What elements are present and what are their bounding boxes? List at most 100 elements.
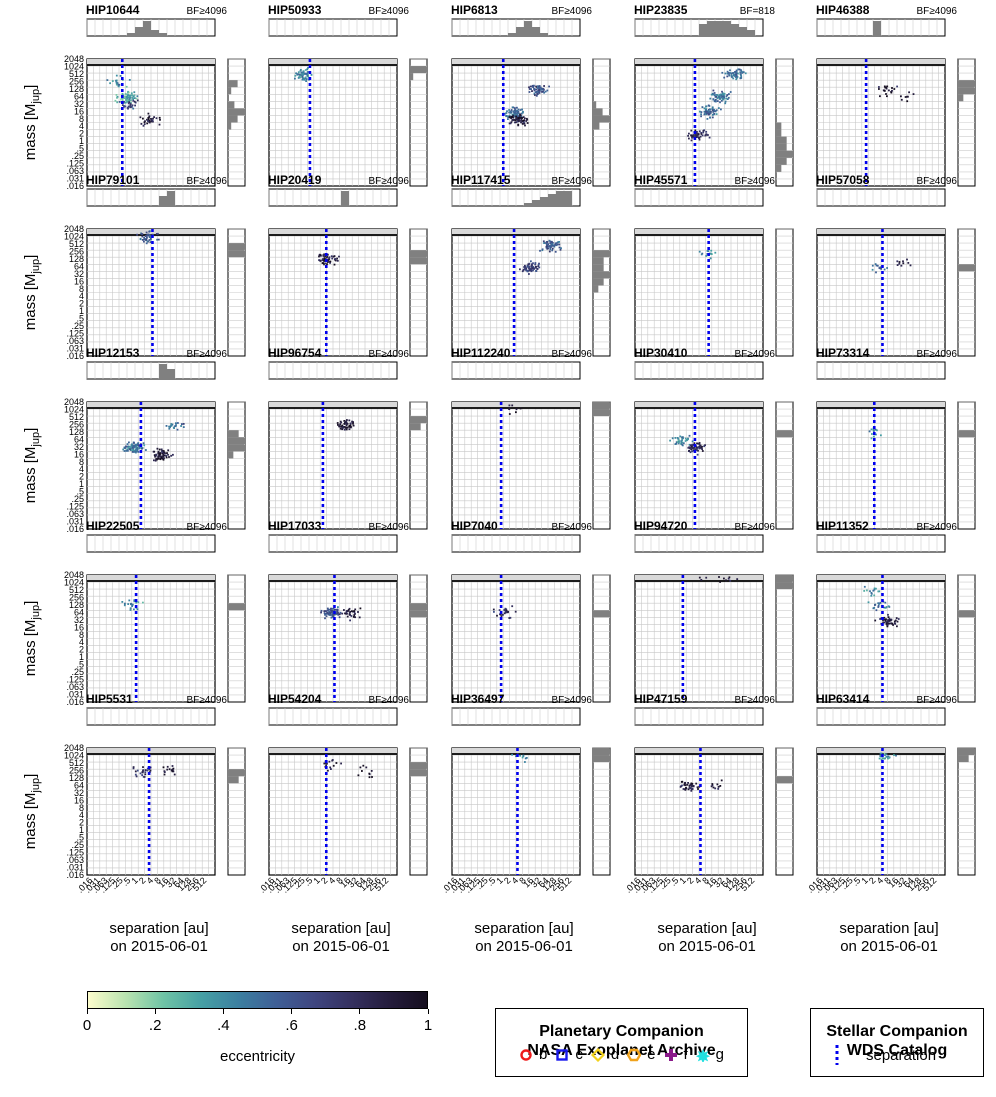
posterior-sample xyxy=(688,450,690,452)
posterior-sample xyxy=(162,766,165,769)
posterior-sample xyxy=(718,576,720,578)
separation-hist-bar xyxy=(159,196,167,206)
posterior-sample xyxy=(546,89,549,92)
posterior-sample xyxy=(735,73,737,76)
mass-hist-bar xyxy=(776,575,792,583)
posterior-sample xyxy=(520,119,522,122)
posterior-sample xyxy=(529,268,531,271)
y-axis-label-sub: jup xyxy=(30,432,42,448)
posterior-sample xyxy=(124,602,126,605)
posterior-sample xyxy=(116,96,118,99)
posterior-sample xyxy=(163,773,166,776)
y-tick-label: 4 xyxy=(79,121,84,131)
posterior-sample xyxy=(127,603,130,605)
stellar-mass-band xyxy=(817,59,945,65)
posterior-sample xyxy=(689,787,691,789)
posterior-sample xyxy=(709,257,712,260)
panel-title: HIP20419 xyxy=(268,173,322,187)
mass-hist-bar xyxy=(593,115,609,123)
panel-HIP7040: HIP7040 BF≥4096 xyxy=(451,519,611,703)
posterior-sample xyxy=(517,110,520,113)
mass-hist-bar xyxy=(593,409,609,417)
panel-HIP5531: HIP5531 BF≥409620481024512256128643216842… xyxy=(22,692,246,955)
posterior-sample xyxy=(724,72,727,75)
x-tick-label: 8 xyxy=(334,875,345,886)
y-tick-label: 1024 xyxy=(64,577,84,587)
posterior-sample xyxy=(719,93,722,96)
posterior-sample xyxy=(149,237,152,240)
posterior-sample xyxy=(735,75,738,77)
posterior-sample xyxy=(530,270,533,273)
posterior-sample xyxy=(128,91,131,94)
x-tick-label: 8 xyxy=(517,875,528,886)
posterior-sample xyxy=(157,238,160,241)
panel-HIP117415: HIP117415 BF≥4096 xyxy=(451,173,611,357)
y-tick-label: .25 xyxy=(71,667,84,677)
stellar-mass-band xyxy=(452,59,580,65)
posterior-sample xyxy=(896,620,899,623)
posterior-sample xyxy=(158,448,161,451)
posterior-sample xyxy=(906,100,909,103)
y-tick-label: 16 xyxy=(74,276,84,286)
y-tick-label: .031 xyxy=(66,863,84,873)
y-axis-label-sub: jup xyxy=(30,605,42,621)
mass-hist-bar xyxy=(410,610,426,618)
posterior-sample xyxy=(328,611,330,613)
posterior-sample xyxy=(720,96,722,99)
posterior-sample xyxy=(350,615,353,617)
posterior-sample xyxy=(714,787,717,790)
posterior-sample xyxy=(723,76,726,79)
panel-title: HIP57058 xyxy=(816,173,870,187)
posterior-sample xyxy=(556,243,559,246)
posterior-sample xyxy=(306,73,309,75)
panel-title: HIP12153 xyxy=(86,346,140,360)
posterior-sample xyxy=(131,449,133,451)
posterior-sample xyxy=(299,76,302,78)
posterior-sample xyxy=(521,270,524,273)
posterior-sample xyxy=(294,74,297,77)
posterior-sample xyxy=(149,234,152,237)
posterior-sample xyxy=(148,121,151,124)
posterior-sample xyxy=(357,774,360,777)
mass-hist-bar xyxy=(593,748,609,756)
posterior-sample xyxy=(129,101,132,104)
posterior-sample xyxy=(708,136,711,139)
posterior-sample xyxy=(543,242,545,244)
mass-hist-bar xyxy=(228,444,244,452)
posterior-sample xyxy=(332,614,334,617)
separation-hist-bar xyxy=(167,191,175,206)
posterior-sample xyxy=(348,607,351,610)
posterior-sample xyxy=(508,404,511,407)
posterior-sample xyxy=(717,107,720,109)
posterior-sample xyxy=(524,266,527,268)
posterior-sample xyxy=(518,120,520,122)
posterior-sample xyxy=(354,616,356,619)
posterior-sample xyxy=(558,241,560,243)
posterior-sample xyxy=(156,238,158,241)
posterior-sample xyxy=(171,765,174,767)
mass-hist-bar xyxy=(776,150,792,158)
posterior-sample xyxy=(885,86,888,89)
panel-HIP54204: HIP54204 BF≥4096.016.031.063.125.25.51248… xyxy=(257,692,428,955)
posterior-sample xyxy=(703,107,706,110)
posterior-sample xyxy=(117,85,120,88)
mass-hist-bar xyxy=(228,769,244,777)
posterior-sample xyxy=(887,755,890,758)
posterior-sample xyxy=(883,616,886,619)
posterior-sample xyxy=(538,90,541,92)
posterior-sample xyxy=(725,97,727,100)
posterior-sample xyxy=(535,270,537,272)
y-tick-label: .016 xyxy=(66,697,84,707)
posterior-sample xyxy=(153,454,156,456)
posterior-sample xyxy=(129,449,132,451)
posterior-sample xyxy=(706,118,709,120)
panel-title: HIP50933 xyxy=(268,3,322,17)
separation-hist-bar xyxy=(564,191,572,206)
posterior-sample xyxy=(696,446,698,449)
posterior-sample xyxy=(886,620,889,623)
posterior-sample xyxy=(503,609,506,611)
posterior-sample xyxy=(538,90,540,92)
colorbar-tick-label: 0 xyxy=(82,1017,92,1034)
posterior-sample xyxy=(135,444,138,447)
posterior-sample xyxy=(528,91,531,93)
